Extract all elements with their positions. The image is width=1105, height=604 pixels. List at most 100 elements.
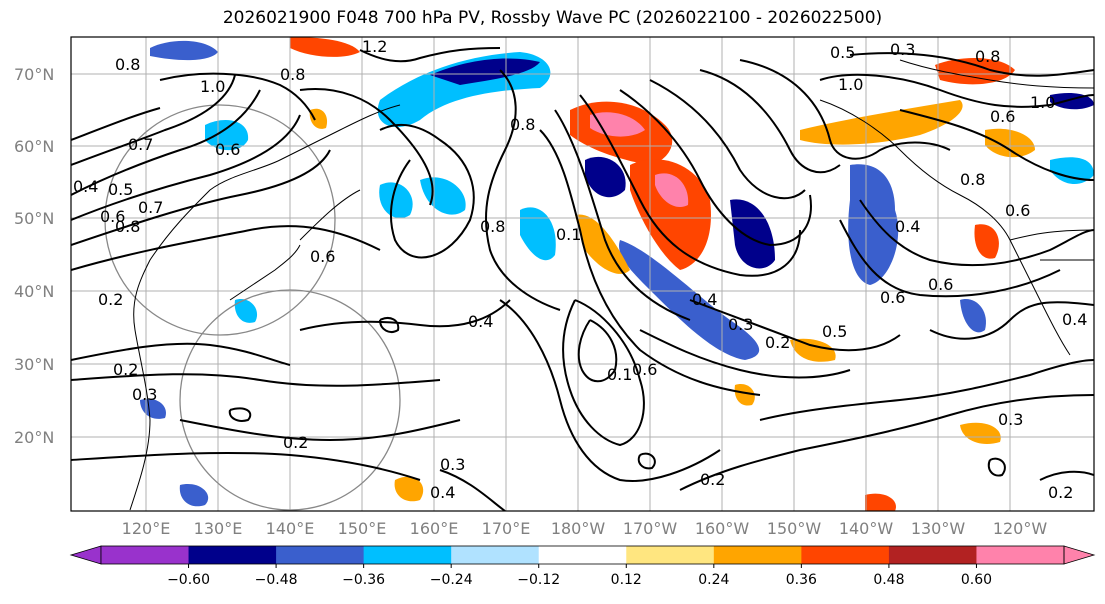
contour-label: 0.8 (115, 55, 140, 74)
lon-label: 180°W (551, 519, 606, 538)
contour-label: 0.5 (822, 322, 847, 341)
colorbar-segment (101, 546, 190, 564)
lat-label: 20°N (14, 428, 54, 447)
lon-label: 160°E (410, 519, 459, 538)
colorbar-tick-label: 0.12 (611, 572, 642, 588)
anomaly-positive (655, 173, 689, 208)
colorbar-segment (363, 546, 452, 564)
contour-label: 0.7 (138, 198, 163, 217)
anomaly-positive (865, 493, 896, 511)
contour-label: 0.6 (310, 247, 335, 266)
anomaly-positive (960, 422, 1001, 445)
lon-label: 120°E (122, 519, 171, 538)
lon-label: 130°W (911, 519, 966, 538)
colorbar-tick-label: −0.36 (342, 572, 385, 588)
contour-label: 0.8 (510, 115, 535, 134)
contour-label: 0.3 (132, 385, 157, 404)
contour-label: 0.1 (607, 365, 632, 384)
contour-label: 0.2 (1048, 483, 1073, 502)
coastlines (129, 59, 1094, 511)
lon-label: 170°E (482, 519, 531, 538)
anomaly-negative (960, 299, 986, 333)
anomaly-negative (730, 199, 775, 269)
colorbar-tick-label: 0.36 (786, 572, 817, 588)
contour-label: 0.4 (1062, 310, 1087, 329)
contour-label: 0.5 (108, 180, 133, 199)
anomaly-negative (1050, 157, 1094, 185)
colorbar-tick-label: −0.12 (517, 572, 560, 588)
anomaly-positive (290, 37, 360, 57)
anomaly-negative (150, 40, 218, 61)
anomaly-positive (974, 224, 999, 259)
colorbar-tick-label: −0.60 (167, 572, 210, 588)
colorbar-frame (100, 545, 1065, 565)
lat-label: 40°N (14, 282, 54, 301)
contour-label: 0.6 (990, 107, 1015, 126)
contour-label: 0.3 (998, 410, 1023, 429)
contour-label: 0.3 (890, 40, 915, 59)
longitude-axis: 120°E 130°E 140°E 150°E 160°E 170°E 180°… (122, 519, 1048, 538)
anomaly-negative (520, 207, 556, 261)
colorbar-segment (713, 546, 802, 564)
contour-label: 0.6 (100, 207, 125, 226)
lat-label: 60°N (14, 137, 54, 156)
colorbar-segment (188, 546, 277, 564)
anomaly-negative (379, 182, 413, 219)
colorbar-tick-label: −0.48 (255, 572, 298, 588)
contour-label: 0.8 (975, 47, 1000, 66)
colorbar-tick-label: 0.48 (873, 572, 904, 588)
contour-label: 0.3 (728, 315, 753, 334)
contour-label: 0.6 (880, 288, 905, 307)
lon-label: 130°E (194, 519, 243, 538)
contour-label: 1.0 (838, 75, 863, 94)
colorbar-segment (276, 546, 365, 564)
colorbar-segment (888, 546, 977, 564)
colorbar-extension-min (69, 545, 102, 565)
contour-label: 0.5 (830, 43, 855, 62)
pv-anomaly-shading (140, 37, 1094, 511)
anomaly-positive (734, 384, 755, 406)
contour-label: 0.6 (632, 360, 657, 379)
map-title: 2026021900 F048 700 hPa PV, Rossby Wave … (222, 8, 883, 28)
lon-label: 170°W (623, 519, 678, 538)
lon-label: 140°E (266, 519, 315, 538)
contour-label: 0.4 (430, 483, 455, 502)
contour-label: 0.2 (113, 360, 138, 379)
anomaly-negative (585, 156, 626, 198)
lon-label: 150°E (338, 519, 387, 538)
contour-label: 0.4 (468, 312, 493, 331)
contour-label: 0.6 (1005, 201, 1030, 220)
contour-label: 0.2 (700, 470, 725, 489)
anomaly-negative (179, 484, 209, 507)
colorbar-segment (626, 546, 715, 564)
anomaly-negative (205, 120, 249, 151)
contour-label: 1.0 (200, 77, 225, 96)
lon-label: 160°W (695, 519, 750, 538)
contour-label: 0.2 (98, 290, 123, 309)
contour-label: 0.4 (73, 177, 98, 196)
anomaly-positive (790, 338, 836, 362)
contour-label: 0.6 (215, 140, 240, 159)
contour-label: 0.4 (895, 217, 920, 236)
lat-label: 70°N (14, 65, 54, 84)
contour-label: 0.8 (115, 217, 140, 236)
contour-label: 0.4 (692, 290, 717, 309)
colorbar: −0.60 −0.48 −0.36 −0.24 −0.12 0.12 0.24 0.36 0.4… (69, 545, 1096, 588)
colorbar-segment (976, 546, 1065, 564)
contour-label: 1.0 (1030, 93, 1055, 112)
anomaly-positive (394, 476, 424, 502)
contour-label: 0.2 (765, 333, 790, 352)
contour-label: 0.8 (480, 217, 505, 236)
contour-label: 0.8 (280, 65, 305, 84)
anomaly-positive (575, 214, 630, 274)
contour-label: 0.8 (960, 170, 985, 189)
lon-label: 150°W (767, 519, 822, 538)
anomaly-positive (309, 108, 328, 129)
latitude-axis: 70°N 60°N 50°N 40°N 30°N 20°N (14, 65, 54, 447)
colorbar-segment (451, 546, 540, 564)
contour-label: 0.2 (283, 433, 308, 452)
contour-label: 0.3 (440, 455, 465, 474)
pv-contours (71, 47, 1094, 511)
reference-circles (104, 104, 401, 511)
